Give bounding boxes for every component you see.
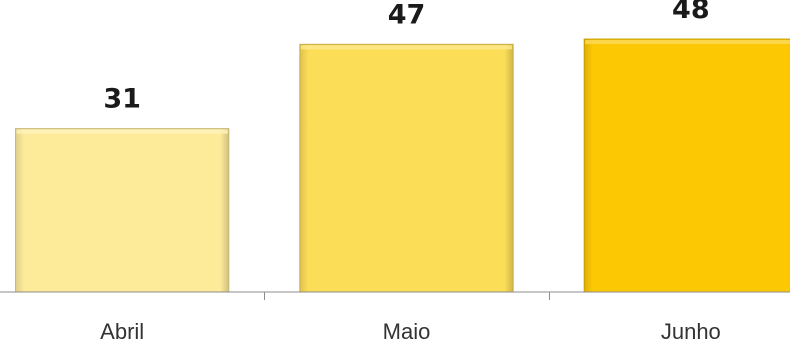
bar-maio (299, 43, 514, 293)
data-label-junho: 48 (672, 0, 710, 25)
data-label-maio: 47 (388, 0, 426, 30)
bar-highlight (300, 45, 513, 50)
bar-highlight (16, 129, 228, 134)
x-axis (0, 291, 790, 300)
x-tick-label-abril: Abril (100, 319, 144, 343)
data-label-abril: 31 (103, 84, 141, 115)
bar-junho (583, 38, 790, 293)
bars-group (15, 38, 790, 293)
x-tick-label-maio: Maio (383, 319, 431, 343)
labels-group: 31 Abril 47 Maio 48 Junho (100, 0, 721, 343)
x-tick-label-junho: Junho (661, 319, 721, 343)
bar-highlight (585, 40, 790, 45)
bar-abril (15, 128, 230, 293)
